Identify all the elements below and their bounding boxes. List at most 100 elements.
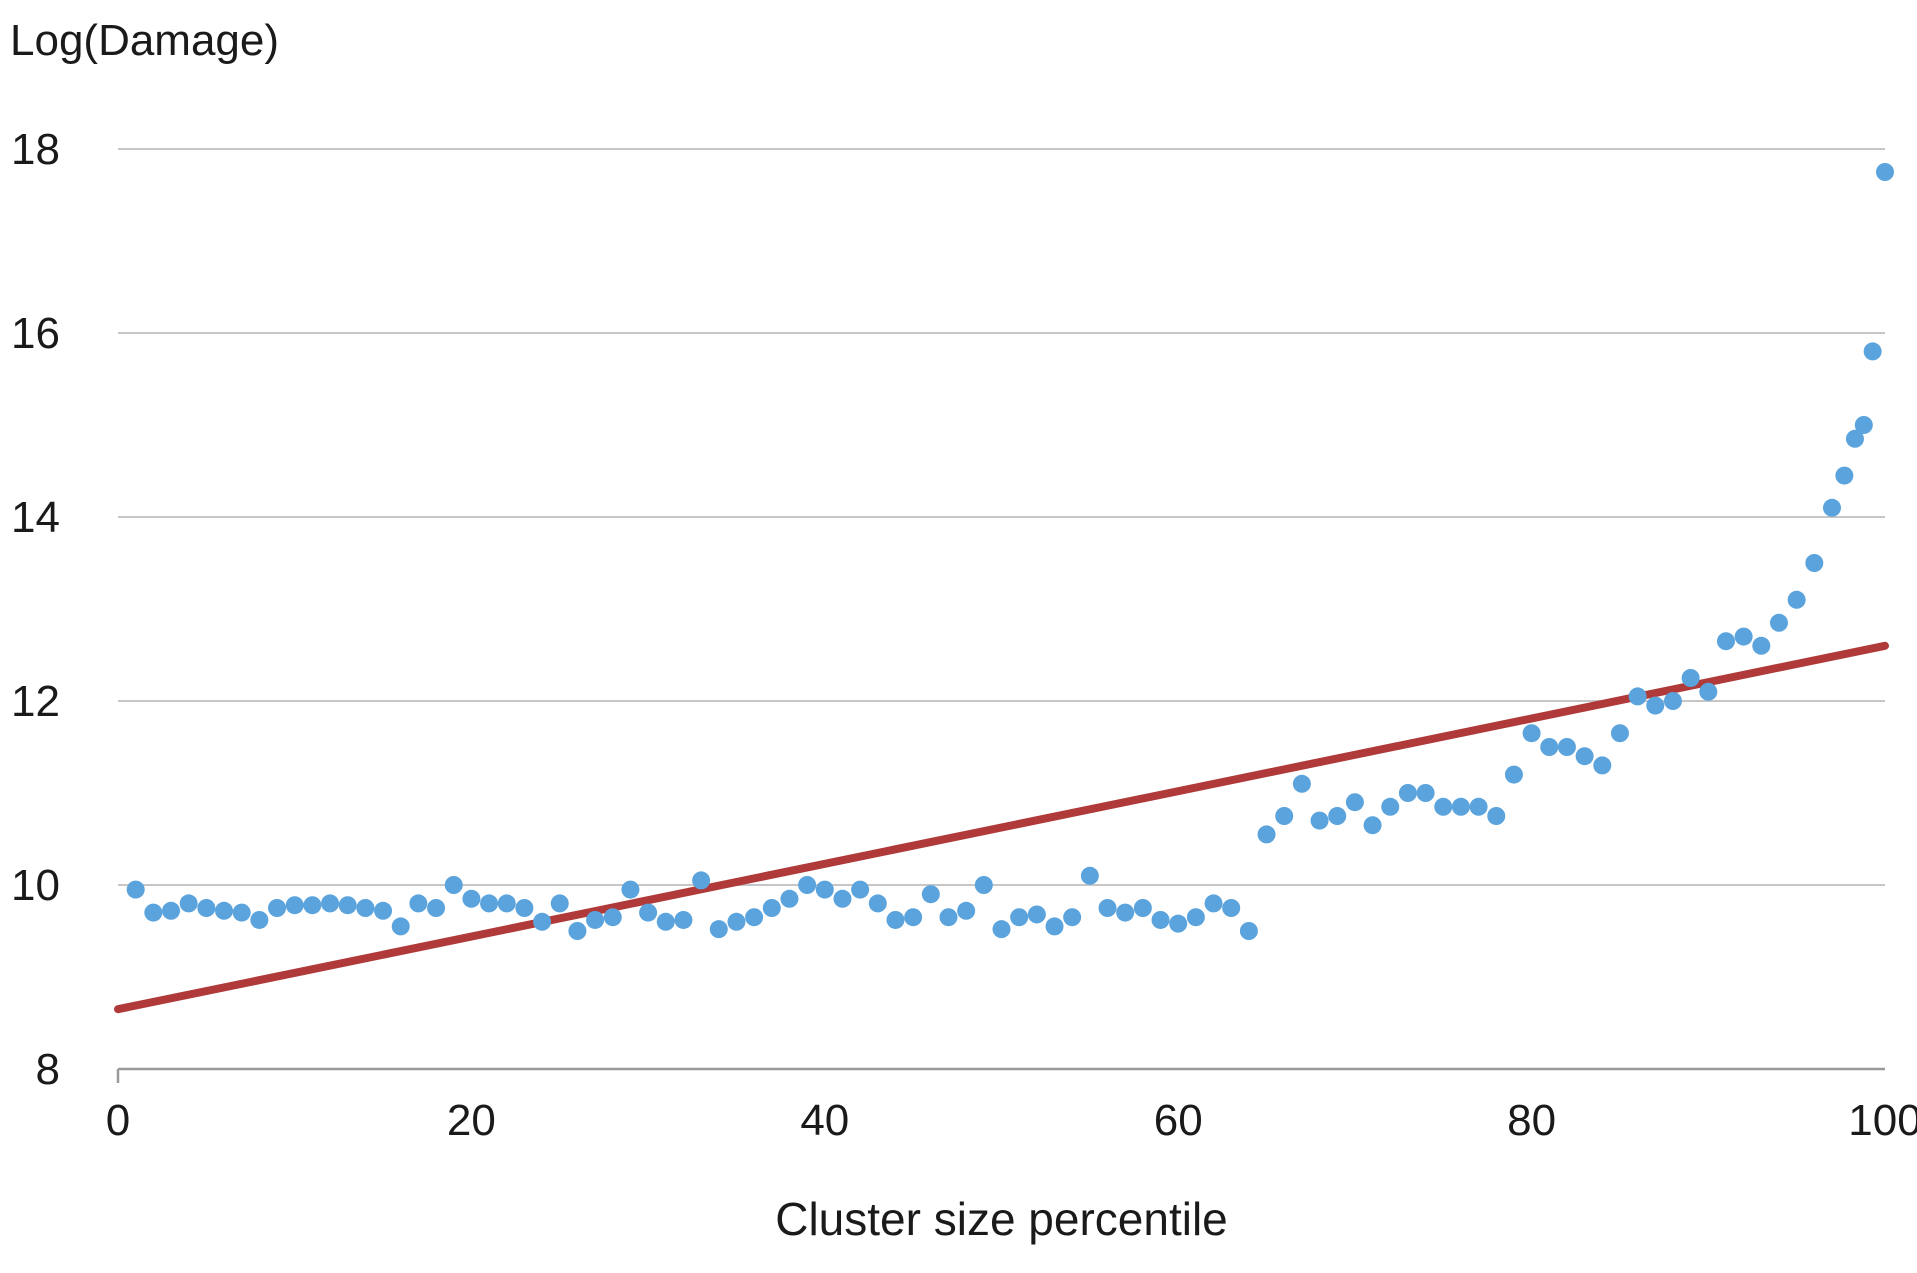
data-point (868, 894, 887, 913)
data-point (1734, 627, 1753, 646)
data-point (1434, 797, 1453, 816)
data-point (992, 920, 1011, 939)
x-tick-label: 60 (1154, 1096, 1203, 1145)
data-point (745, 908, 764, 927)
data-point (1080, 866, 1099, 885)
data-point (215, 901, 234, 920)
data-point (1805, 554, 1824, 572)
data-point (321, 894, 340, 913)
data-point (533, 912, 552, 931)
data-point (1239, 922, 1258, 940)
data-point (338, 896, 357, 915)
x-tick-label: 100 (1848, 1096, 1917, 1145)
data-point (1133, 899, 1152, 917)
data-point (586, 910, 605, 929)
data-point (1345, 793, 1364, 812)
data-point (1752, 636, 1771, 655)
data-point (639, 903, 658, 922)
data-point (798, 876, 817, 894)
data-point (1699, 682, 1718, 701)
x-tick-label: 20 (447, 1096, 496, 1145)
data-point (1822, 498, 1841, 517)
data-point (1575, 747, 1594, 766)
data-point (427, 899, 446, 917)
data-point (1045, 917, 1064, 936)
data-point (303, 896, 322, 915)
data-point (1646, 696, 1665, 715)
data-point (444, 876, 463, 894)
y-tick-label: 12 (11, 677, 60, 726)
data-point (1186, 908, 1205, 927)
data-point (603, 908, 622, 927)
data-point (1063, 908, 1082, 927)
data-point (727, 912, 746, 931)
data-point (162, 901, 181, 920)
data-point (1522, 724, 1541, 743)
data-point (1487, 807, 1506, 825)
data-point (568, 922, 587, 940)
data-point (409, 894, 428, 913)
data-point (1845, 429, 1864, 448)
data-point (1363, 816, 1382, 835)
data-point (1151, 910, 1170, 929)
data-point (1540, 738, 1559, 756)
data-point (462, 889, 481, 908)
data-point (1098, 899, 1117, 917)
y-tick-label: 16 (11, 309, 60, 358)
x-tick-label: 0 (106, 1096, 130, 1145)
data-point (815, 880, 834, 899)
data-point (126, 880, 145, 899)
data-point (356, 899, 375, 917)
y-tick-label: 8 (36, 1045, 60, 1094)
data-point (1863, 342, 1882, 361)
x-tick-label: 40 (800, 1096, 849, 1145)
data-point (250, 910, 269, 929)
data-point (1116, 903, 1135, 922)
y-axis-title: Log(Damage) (10, 16, 280, 65)
data-point (1204, 894, 1223, 913)
data-point (1222, 899, 1241, 917)
data-point (957, 901, 976, 920)
data-point (904, 908, 923, 927)
data-point (1292, 774, 1311, 793)
data-point (1257, 825, 1276, 844)
data-point (780, 889, 799, 908)
data-point (1328, 807, 1347, 825)
data-point (692, 871, 711, 890)
data-point (391, 917, 410, 936)
data-point (197, 899, 216, 917)
data-point (1593, 756, 1612, 775)
data-point (674, 910, 693, 929)
data-point (1769, 613, 1788, 632)
data-point (833, 889, 852, 908)
data-point (1504, 765, 1523, 784)
data-point (1787, 590, 1806, 609)
data-point (550, 894, 569, 913)
x-axis-title: Cluster size percentile (775, 1193, 1228, 1245)
data-point (1876, 163, 1894, 181)
data-point (1854, 416, 1873, 434)
data-point (656, 912, 675, 931)
data-point (1027, 905, 1046, 924)
data-point (709, 920, 728, 939)
data-point (1416, 784, 1435, 802)
data-point (1381, 797, 1400, 816)
data-point (1469, 797, 1488, 816)
data-point (1610, 724, 1629, 743)
data-point (232, 903, 251, 922)
data-point (1169, 914, 1188, 933)
data-point (1628, 687, 1647, 706)
data-point (515, 899, 534, 917)
data-point (1681, 669, 1700, 687)
data-point (1010, 908, 1029, 927)
data-point (374, 901, 393, 920)
data-point (1716, 632, 1735, 651)
data-point (886, 910, 905, 929)
x-tick-label: 80 (1507, 1096, 1556, 1145)
data-point (851, 880, 870, 899)
trend-line (114, 641, 1889, 1014)
data-point (179, 894, 198, 913)
y-tick-label: 14 (11, 493, 60, 542)
